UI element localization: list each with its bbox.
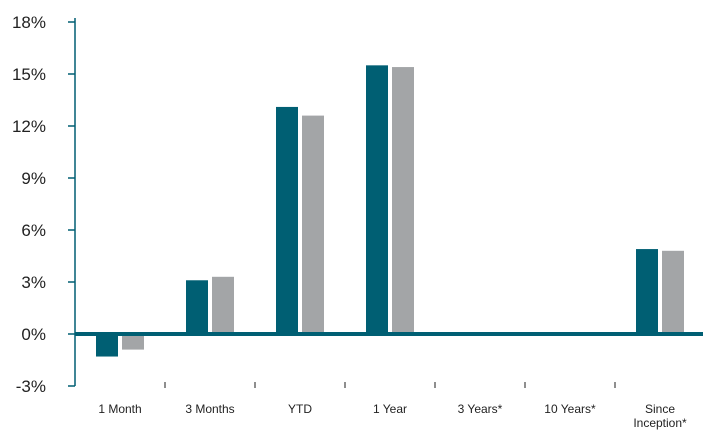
bar-series1-0: [96, 334, 118, 357]
y-tick-label: 9%: [21, 169, 46, 188]
x-tick-label: 3 Years*: [458, 402, 503, 416]
x-tick-label: 10 Years*: [544, 402, 596, 416]
bar-series2-6: [662, 250, 684, 334]
y-tick-label: -3%: [16, 377, 46, 396]
bar-series1-1: [186, 280, 208, 334]
y-tick-label: 15%: [12, 65, 46, 84]
x-tick-label: YTD: [288, 402, 312, 416]
y-tick-label: 6%: [21, 221, 46, 240]
y-tick-label: 0%: [21, 325, 46, 344]
bar-series2-0: [122, 334, 144, 350]
x-tick-label: 1 Month: [98, 402, 141, 416]
bar-series1-6: [636, 249, 658, 334]
bar-series2-2: [302, 115, 324, 334]
bar-series2-1: [212, 276, 234, 334]
bar-series1-2: [276, 106, 298, 334]
labels-layer: -3% 0% 3% 6% 9% 12% 15% 18% 1 Month 3 Months YTD 1 …: [12, 13, 687, 430]
x-tick-label: 1 Year: [373, 402, 407, 416]
y-tick-label: 12%: [12, 117, 46, 136]
x-tick-label: 3 Months: [185, 402, 234, 416]
y-tick-label: 3%: [21, 273, 46, 292]
bar-series2-3: [392, 67, 414, 335]
axes-layer: [68, 18, 703, 388]
x-tick-label: Since Inception*: [633, 402, 687, 430]
bar-series1-3: [366, 65, 388, 334]
y-tick-label: 18%: [12, 13, 46, 32]
bars-layer: [96, 65, 684, 357]
